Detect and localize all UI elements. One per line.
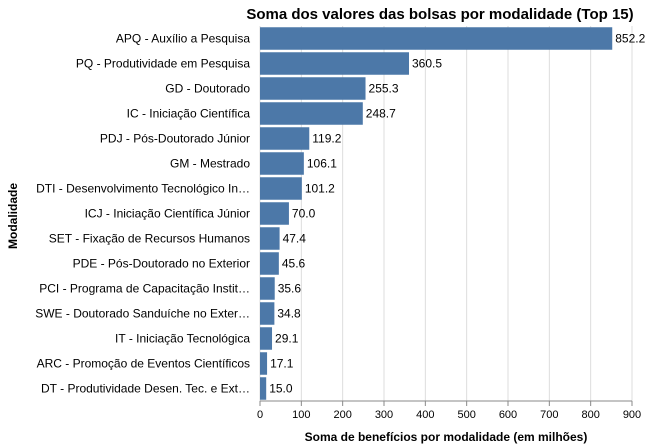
category-label: DT - Produtividade Desen. Tec. e Ext… bbox=[41, 382, 250, 396]
data-label: 119.2 bbox=[312, 132, 341, 146]
category-label: PQ - Produtividade em Pesquisa bbox=[76, 57, 250, 71]
chart-title: Soma dos valores das bolsas por modalida… bbox=[246, 6, 633, 23]
bar bbox=[260, 52, 410, 75]
x-tick-label: 200 bbox=[333, 409, 351, 421]
x-tick-label: 100 bbox=[292, 409, 310, 421]
category-label: IC - Iniciação Científica bbox=[127, 107, 251, 121]
x-tick-label: 800 bbox=[581, 409, 599, 421]
x-tick-label: 400 bbox=[416, 409, 434, 421]
category-label: ICJ - Iniciação Científica Júnior bbox=[85, 207, 250, 221]
data-label: 15.0 bbox=[269, 382, 293, 396]
data-label: 29.1 bbox=[275, 332, 299, 346]
data-label: 852.2 bbox=[615, 32, 645, 46]
bar bbox=[260, 327, 273, 350]
x-tick-label: 600 bbox=[499, 409, 517, 421]
bar bbox=[260, 252, 279, 275]
x-tick-label: 300 bbox=[375, 409, 393, 421]
x-tick-label: 500 bbox=[457, 409, 475, 421]
category-label: SWE - Doutorado Sanduíche no Exter… bbox=[35, 307, 250, 321]
bar bbox=[260, 277, 275, 300]
data-label: 360.5 bbox=[412, 57, 442, 71]
bar bbox=[260, 352, 268, 375]
bar bbox=[260, 102, 363, 125]
y-axis-title: Modalidade bbox=[6, 183, 20, 249]
bars bbox=[260, 27, 613, 400]
bar bbox=[260, 127, 310, 150]
category-label: APQ - Auxílio a Pesquisa bbox=[116, 32, 250, 46]
x-axis-title: Soma de benefícios por modalidade (em mi… bbox=[305, 430, 588, 444]
data-label: 17.1 bbox=[270, 357, 294, 371]
bar bbox=[260, 177, 302, 200]
bar bbox=[260, 77, 366, 100]
category-label: GM - Mestrado bbox=[170, 157, 250, 171]
data-label: 106.1 bbox=[307, 157, 337, 171]
data-label: 45.6 bbox=[282, 257, 306, 271]
bar bbox=[260, 152, 304, 175]
data-label: 248.7 bbox=[366, 107, 396, 121]
category-label: GD - Doutorado bbox=[165, 82, 250, 96]
bar bbox=[260, 377, 267, 400]
category-label: PDJ - Pós-Doutorado Júnior bbox=[100, 132, 250, 146]
data-label: 47.4 bbox=[283, 232, 307, 246]
x-tick-label: 0 bbox=[257, 409, 263, 421]
x-tick-label: 900 bbox=[623, 409, 641, 421]
category-label: PCI - Programa de Capacitação Instit… bbox=[39, 282, 250, 296]
bar bbox=[260, 302, 275, 325]
category-labels: APQ - Auxílio a Pesquisa PQ - Produtivida… bbox=[35, 32, 250, 396]
data-label: 34.8 bbox=[277, 307, 301, 321]
data-label: 70.0 bbox=[292, 207, 316, 221]
data-labels: 852.2 360.5 255.3 248.7 119.2 106.1 101.2 70.0 4… bbox=[269, 32, 645, 396]
bar bbox=[260, 202, 289, 225]
data-label: 101.2 bbox=[305, 182, 335, 196]
bar bbox=[260, 227, 280, 250]
category-label: SET - Fixação de Recursos Humanos bbox=[49, 232, 250, 246]
category-label: ARC - Promoção de Eventos Científicos bbox=[37, 357, 250, 371]
category-label: PDE - Pós-Doutorado no Exterior bbox=[73, 257, 250, 271]
bar bbox=[260, 27, 613, 50]
category-label: IT - Iniciação Tecnológica bbox=[115, 332, 250, 346]
data-label: 255.3 bbox=[369, 82, 399, 96]
category-label: DTI - Desenvolvimento Tecnológico In… bbox=[36, 182, 250, 196]
x-tick-label: 700 bbox=[540, 409, 558, 421]
data-label: 35.6 bbox=[278, 282, 302, 296]
x-axis-ticks: 0 100 200 300 400 500 600 700 800 900 bbox=[257, 401, 641, 421]
